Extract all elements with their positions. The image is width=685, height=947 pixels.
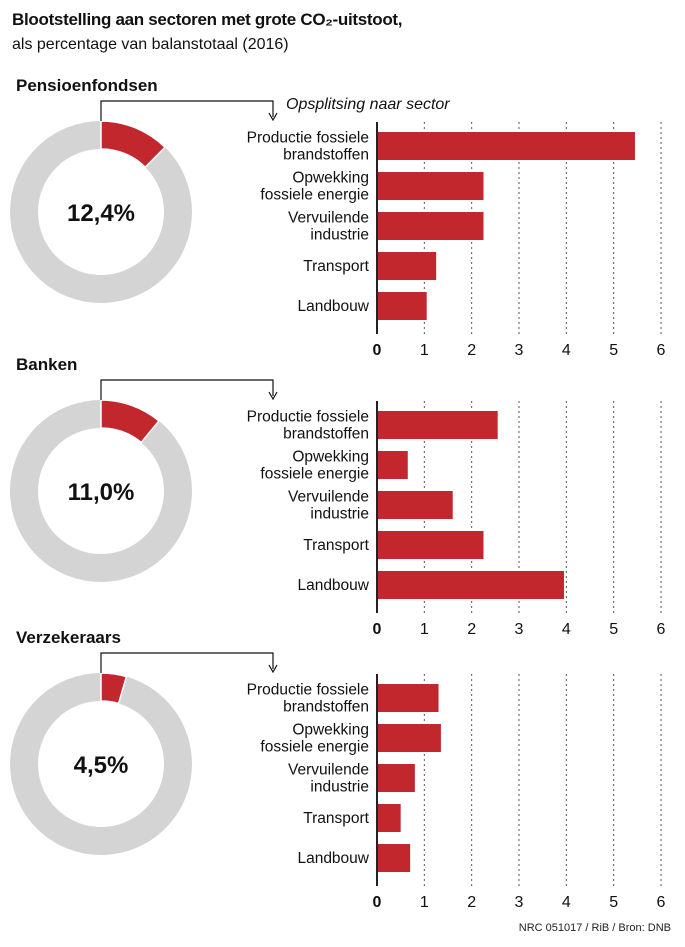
x-tick-label: 1 — [420, 621, 429, 638]
x-tick-label: 0 — [373, 894, 382, 911]
x-tick-label: 4 — [562, 621, 571, 638]
x-tick-label: 5 — [609, 621, 618, 638]
x-tick-label: 4 — [562, 342, 571, 359]
category-label: Productie fossiele — [247, 409, 369, 426]
category-label: industrie — [310, 227, 369, 244]
category-label: Productie fossiele — [247, 130, 369, 147]
x-tick-label: 2 — [467, 894, 476, 911]
category-label: Productie fossiele — [247, 682, 369, 699]
category-label: brandstoffen — [283, 147, 369, 164]
category-label: Landbouw — [297, 577, 369, 594]
donut-value-label: 11,0% — [68, 479, 135, 506]
donut-share-wedge — [100, 672, 128, 705]
connector-line — [100, 379, 274, 400]
connector-arrow — [268, 664, 278, 674]
category-label: Vervuilende — [288, 210, 369, 227]
x-tick-label: 6 — [657, 342, 666, 359]
category-label: Vervuilende — [288, 762, 369, 779]
category-label: brandstoffen — [283, 426, 369, 443]
chart-subtitle: als percentage van balanstotaal (2016) — [12, 36, 289, 53]
category-label: Opwekking — [292, 722, 369, 739]
category-label: industrie — [310, 779, 369, 796]
category-label: fossiele energie — [260, 187, 369, 204]
bar — [377, 252, 437, 280]
x-tick-label: 6 — [657, 894, 666, 911]
category-label: fossiele energie — [260, 466, 369, 483]
bar — [377, 292, 427, 320]
x-tick-label: 0 — [373, 621, 382, 638]
x-tick-label: 1 — [420, 342, 429, 359]
bar — [377, 764, 415, 792]
panel-title: Pensioenfondsen — [16, 76, 158, 95]
chart-title: Blootstelling aan sectoren met grote CO₂… — [12, 10, 403, 29]
bar — [377, 844, 411, 872]
panel-subtitle: Opsplitsing naar sector — [286, 96, 450, 113]
bar — [377, 411, 498, 439]
x-tick-label: 2 — [467, 621, 476, 638]
bar — [377, 804, 401, 832]
x-tick-label: 5 — [609, 342, 618, 359]
bar — [377, 132, 635, 160]
category-label: Landbouw — [297, 850, 369, 867]
panel-banken: Banken 11,0% Productie fossiele brandstoff… — [0, 355, 685, 638]
category-label: Transport — [303, 258, 369, 275]
category-label: industrie — [310, 506, 369, 523]
donut-value-label: 12,4% — [67, 200, 135, 227]
bar — [377, 451, 408, 479]
category-label: Transport — [303, 537, 369, 554]
x-tick-label: 4 — [562, 894, 571, 911]
bar — [377, 172, 484, 200]
bar — [377, 531, 484, 559]
connector-line — [100, 652, 274, 673]
category-label: Opwekking — [292, 449, 369, 466]
panel-verzekeraars: Verzekeraars 4,5% Productie fossiele brand… — [0, 628, 685, 911]
connector-arrow — [268, 391, 278, 401]
donut-value-label: 4,5% — [74, 752, 129, 779]
connector-arrow — [268, 112, 278, 122]
category-label: Vervuilende — [288, 489, 369, 506]
category-label: Opwekking — [292, 170, 369, 187]
source-credit: NRC 051017 / RiB / Bron: DNB — [518, 922, 671, 934]
category-label: Transport — [303, 810, 369, 827]
x-tick-label: 0 — [373, 342, 382, 359]
bar — [377, 724, 441, 752]
donut-share-wedge — [100, 399, 161, 444]
category-label: fossiele energie — [260, 739, 369, 756]
x-tick-label: 6 — [657, 621, 666, 638]
panel-pensioenfondsen: Pensioenfondsen Opsplitsing naar sector … — [0, 76, 685, 359]
bar — [377, 684, 439, 712]
connector-line — [100, 100, 274, 121]
panel-title: Verzekeraars — [16, 628, 121, 647]
x-tick-label: 2 — [467, 342, 476, 359]
x-tick-label: 3 — [515, 621, 524, 638]
panel-title: Banken — [16, 355, 78, 374]
bar — [377, 212, 484, 240]
x-tick-label: 3 — [515, 894, 524, 911]
x-tick-label: 3 — [515, 342, 524, 359]
x-tick-label: 1 — [420, 894, 429, 911]
bar — [377, 491, 453, 519]
bar — [377, 571, 564, 599]
x-tick-label: 5 — [609, 894, 618, 911]
category-label: brandstoffen — [283, 699, 369, 716]
donut-share-wedge — [100, 120, 167, 169]
category-label: Landbouw — [297, 298, 369, 315]
